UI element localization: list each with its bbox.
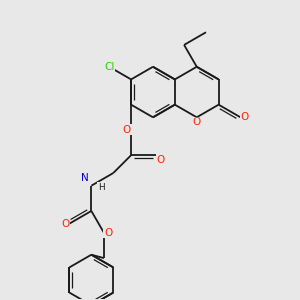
Text: H: H [98,183,104,192]
Text: O: O [156,155,165,165]
Text: O: O [123,125,131,135]
Text: O: O [193,117,201,127]
Text: O: O [104,228,112,238]
Text: O: O [241,112,249,122]
Text: Cl: Cl [104,62,114,72]
Text: N: N [81,173,89,183]
Text: O: O [61,219,70,229]
